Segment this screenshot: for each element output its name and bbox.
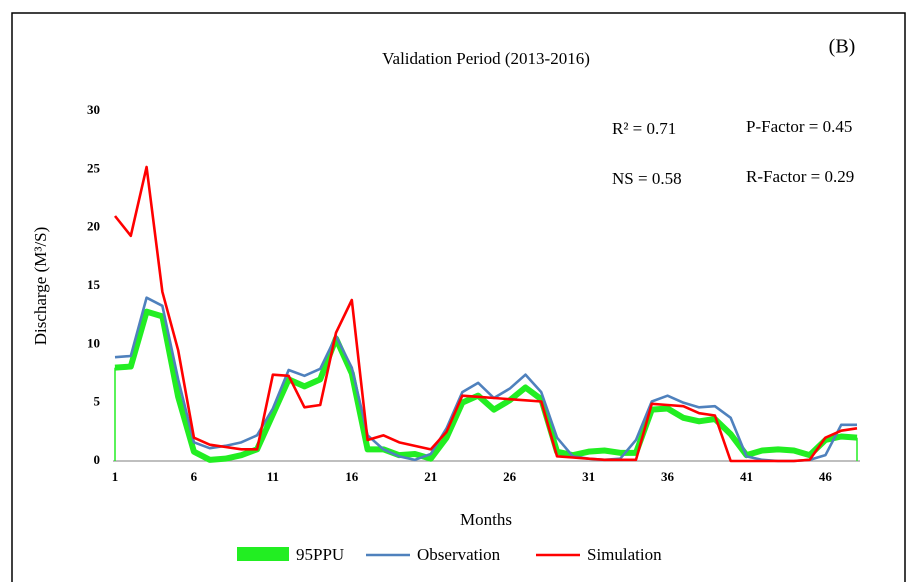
x-tick-label: 26 bbox=[503, 469, 517, 484]
series-line bbox=[113, 165, 858, 463]
chart-title: Validation Period (2013-2016) bbox=[382, 49, 590, 68]
annotation: P-Factor = 0.45 bbox=[746, 117, 852, 136]
frame bbox=[11, 12, 906, 587]
annotation: R² = 0.71 bbox=[612, 119, 676, 138]
y-tick-label: 5 bbox=[94, 394, 101, 409]
annotation: R-Factor = 0.29 bbox=[746, 167, 854, 186]
x-tick-label: 11 bbox=[267, 469, 279, 484]
x-tick-label: 1 bbox=[112, 469, 119, 484]
x-tick-label: 36 bbox=[661, 469, 675, 484]
x-tick-label: 21 bbox=[424, 469, 437, 484]
annotation: NS = 0.58 bbox=[612, 169, 682, 188]
x-tick-label: 16 bbox=[345, 469, 359, 484]
x-tick-label: 46 bbox=[819, 469, 833, 484]
y-axis-label: Discharge (M³/S) bbox=[31, 227, 50, 346]
y-tick-label: 25 bbox=[87, 160, 101, 175]
x-tick-label: 6 bbox=[191, 469, 198, 484]
x-tick-label: 31 bbox=[582, 469, 595, 484]
x-axis-label: Months bbox=[460, 510, 512, 529]
y-tick-label: 10 bbox=[87, 335, 100, 350]
y-tick-label: 0 bbox=[94, 452, 101, 467]
y-tick-label: 30 bbox=[87, 102, 100, 117]
series-line bbox=[114, 308, 858, 463]
y-tick-label: 15 bbox=[87, 277, 101, 292]
y-tick-label: 20 bbox=[87, 219, 100, 234]
legend-swatch bbox=[237, 547, 289, 561]
x-tick-label: 41 bbox=[740, 469, 753, 484]
series-line bbox=[114, 296, 857, 463]
legend-label: Simulation bbox=[587, 545, 662, 564]
legend-label: Observation bbox=[417, 545, 501, 564]
panel-label: (B) bbox=[829, 36, 856, 58]
legend-label: 95PPU bbox=[296, 545, 344, 564]
